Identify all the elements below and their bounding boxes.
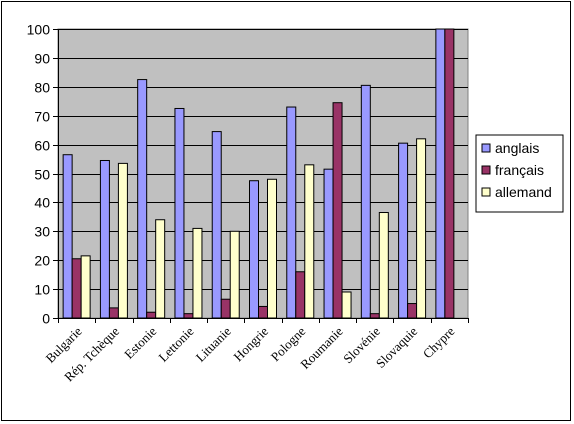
bar-anglais bbox=[62, 154, 73, 319]
legend-swatch-anglais bbox=[481, 143, 491, 153]
bar-français bbox=[183, 313, 194, 319]
y-tick-label: 30 bbox=[34, 224, 50, 240]
bar-français bbox=[444, 28, 455, 319]
bar-anglais bbox=[323, 168, 334, 319]
bar-allemand bbox=[192, 227, 203, 319]
y-tick-label: 50 bbox=[34, 167, 50, 183]
category-label: Chypre bbox=[420, 323, 458, 361]
y-tick-label: 90 bbox=[34, 51, 50, 67]
legend-label-allemand: allemand bbox=[495, 184, 552, 200]
y-tick-label: 80 bbox=[34, 80, 50, 96]
bar-français bbox=[258, 305, 268, 319]
category-label: Hongrie bbox=[230, 323, 271, 364]
y-tick-label: 40 bbox=[34, 195, 50, 211]
y-tick-label: 70 bbox=[34, 109, 50, 125]
bar-français bbox=[369, 313, 380, 319]
bar-français bbox=[220, 298, 231, 319]
legend-label-anglais: anglais bbox=[495, 140, 539, 156]
bar-anglais bbox=[211, 131, 222, 319]
y-tick-label: 100 bbox=[27, 22, 51, 38]
bar-anglais bbox=[249, 180, 259, 319]
category-label: Lettonie bbox=[155, 323, 196, 364]
y-tick-label: 60 bbox=[34, 138, 50, 154]
bar-anglais bbox=[435, 28, 446, 319]
bar-français bbox=[108, 307, 119, 319]
y-tick-label: 20 bbox=[34, 253, 50, 269]
y-tick-label: 0 bbox=[42, 311, 50, 327]
bar-allemand bbox=[378, 212, 389, 319]
bar-français bbox=[407, 303, 418, 319]
bar-allemand bbox=[229, 230, 240, 319]
legend-swatch-français bbox=[481, 165, 491, 175]
bar-allemand bbox=[304, 164, 315, 319]
legend-swatch-allemand bbox=[481, 187, 491, 197]
bar-allemand bbox=[80, 255, 91, 319]
bar-anglais bbox=[398, 142, 409, 319]
category-label: Lituanie bbox=[193, 323, 234, 364]
bar-allemand bbox=[155, 219, 166, 319]
bar-français bbox=[146, 311, 157, 319]
bar-français bbox=[71, 258, 82, 319]
bar-anglais bbox=[286, 106, 297, 319]
bar-allemand bbox=[341, 291, 352, 319]
bar-anglais bbox=[137, 79, 148, 319]
bar-allemand bbox=[267, 178, 277, 319]
bar-français bbox=[295, 271, 306, 319]
bar-français bbox=[332, 102, 343, 319]
bar-allemand bbox=[117, 162, 128, 319]
bar-anglais bbox=[174, 107, 185, 319]
category-label: Slovaquie bbox=[373, 323, 421, 371]
category-label: Estonie bbox=[121, 323, 159, 361]
bar-allemand bbox=[416, 138, 427, 319]
bar-anglais bbox=[360, 84, 371, 319]
bar-anglais bbox=[99, 159, 110, 319]
y-tick-label: 10 bbox=[34, 282, 50, 298]
legend-label-français: français bbox=[495, 162, 544, 178]
